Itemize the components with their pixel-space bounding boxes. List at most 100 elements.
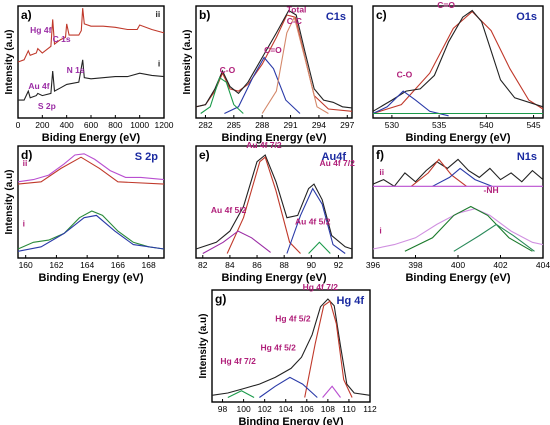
panel-d: 160 162 164 166 168 Binding Energy (eV) Intens… [4,145,165,284]
x-tick-label: 545 [526,120,540,130]
panel-c: 530 535 540 545 Binding Energy (eV) c) O1s C=O C… [372,0,544,144]
annotation-label: Hg 4f 5/2 [260,342,296,352]
series-line-g-0 [211,298,371,396]
series-line-e-4 [308,241,331,254]
series-line-e-3 [202,230,271,254]
x-tick-label: 535 [432,120,446,130]
x-tick-label: 88 [279,260,289,270]
x-tick-label: 166 [111,260,125,270]
annotation-label: Hg 4f 7/2 [220,356,256,366]
plot-frame [372,5,544,119]
series-line-b-4 [261,15,329,114]
x-tick-label: 86 [252,260,262,270]
series-line-c-1 [372,9,544,112]
x-tick-label: 297 [340,120,354,130]
x-tick-label: 160 [19,260,33,270]
series-line-b-3 [200,76,244,114]
annotation-label: C=O [437,0,455,10]
chart-title: Hg 4f [337,295,365,307]
panel-b: 282 285 288 291 294 297 Binding Energy (eV) Int… [182,5,355,144]
panel-label: a) [21,8,32,22]
plot-frame [195,5,353,119]
annotation-label: C-O [220,65,236,75]
annotation-label: i [379,225,381,235]
series-line-f-4 [372,208,544,250]
x-tick-label: 398 [408,260,422,270]
panel-f: 396 398 400 402 404 Binding Energy (eV) f) N1s i… [366,145,550,284]
annotation-label: Au 4f 7/2 [246,140,282,150]
series-line-e-1 [226,156,301,254]
x-tick-label: 110 [342,404,356,414]
series-line-g-2 [259,376,318,398]
series-line-e-0 [195,154,353,250]
y-axis-label: Intensity (a.u) [4,29,15,94]
chart-title: Au4f [322,151,347,163]
x-axis-label: Biding Energy (eV) [42,132,141,144]
y-axis-label: Intensity (a.u) [198,313,209,378]
series-line-d-1 [17,156,165,185]
x-axis-label: Binding Energy (eV) [405,272,510,284]
panel-label: b) [199,8,210,22]
x-tick-label: 288 [255,120,269,130]
plot-frame [17,145,165,259]
series-line-c-0 [372,10,544,115]
series-line-d-3 [17,214,165,252]
annotation-label: S 2p [38,101,56,111]
series-line-f-1 [410,158,467,187]
annotation-label: Hg 4f 7/2 [303,282,339,292]
y-axis-label: Intensity (a.u) [182,29,193,94]
x-tick-label: 291 [283,120,297,130]
x-tick-label: 530 [385,120,399,130]
x-tick-label: 600 [84,120,98,130]
series-line-b-0 [195,14,353,112]
x-tick-label: 285 [227,120,241,130]
chart-title: S 2p [135,151,159,163]
x-axis-label: Binding Energy (eV) [221,132,326,144]
series-line-d-2 [17,210,165,250]
x-tick-label: 1200 [155,120,174,130]
annotation-label: Au 4f 5/2 [211,205,247,215]
annotation-label: C=O [264,45,282,55]
annotation-label: i [23,219,25,229]
annotation-label: -NH [484,185,499,195]
series-line-f-6 [453,223,535,252]
panel-a: 0 200 400 600 800 1000 1200 Biding Energy (eV) I… [4,0,174,144]
x-tick-label: 0 [16,120,21,130]
x-tick-label: 404 [536,260,550,270]
annotation-label: Hg 4f 5/2 [275,313,311,323]
series-line-e-2 [286,187,346,254]
annotation-label: C 1s [53,34,71,44]
chart-title: O1s [516,11,537,23]
x-tick-label: 92 [334,260,344,270]
annotation-label: i [158,58,160,68]
series-line-d-0 [17,153,165,183]
panel-label: e) [199,148,210,162]
x-tick-label: 402 [493,260,507,270]
y-axis-label: Intensity (a.u) [4,169,15,234]
x-tick-label: 90 [307,260,317,270]
series-line-g-1 [304,300,353,398]
panel-g: 98 100 102 104 106 108 110 112 Binding Energy (e… [198,282,377,425]
chart-title: C1s [326,11,346,23]
panel-label: g) [215,292,226,306]
x-tick-label: 102 [258,404,272,414]
series-line-g-4 [227,390,255,398]
x-tick-label: 540 [479,120,493,130]
series-line-f-5 [404,205,533,252]
x-tick-label: 400 [451,260,465,270]
panel-label: f) [376,148,384,162]
x-tick-label: 84 [225,260,235,270]
x-tick-label: 112 [363,404,377,414]
annotation-label: Total [287,5,307,15]
chart-title: N1s [517,151,537,163]
x-tick-label: 164 [80,260,94,270]
annotation-label: ii [155,9,160,19]
x-tick-label: 82 [198,260,208,270]
panel-label: d) [21,148,32,162]
annotation-label: Au 4f [28,81,49,91]
series-line-f-0 [372,158,544,188]
series-line-a-0 [17,8,165,63]
series-line-a-1 [18,59,165,101]
